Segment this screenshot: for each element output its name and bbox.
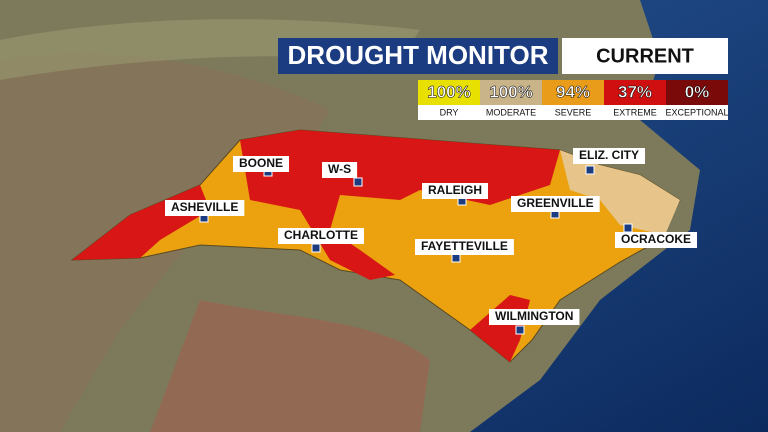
- period-box: [562, 38, 728, 74]
- city-label: GREENVILLE: [517, 196, 594, 210]
- legend-label: SEVERE: [555, 107, 592, 117]
- city-label-box: [573, 148, 645, 164]
- legend-value: 100%: [427, 82, 470, 101]
- city-label-box: [422, 183, 488, 199]
- legend-swatch: [480, 80, 542, 105]
- legend-value: 94%: [556, 82, 590, 101]
- neighbor-dry: [0, 19, 420, 81]
- legend-value: 100%: [489, 82, 532, 101]
- city-label: ASHEVILLE: [171, 200, 238, 214]
- legend-swatch: [542, 80, 604, 105]
- city-label: WILMINGTON: [495, 309, 573, 323]
- title-box: [278, 38, 558, 74]
- city-label: ELIZ. CITY: [579, 148, 639, 162]
- city-label: BOONE: [239, 156, 283, 170]
- sc-drought: [150, 300, 430, 432]
- city-marker: [623, 223, 633, 233]
- city-label-box: [511, 196, 600, 212]
- legend-label: DRY: [440, 107, 459, 117]
- city-marker: [311, 243, 321, 253]
- legend-label-strip: [418, 105, 728, 120]
- city-marker: [451, 253, 461, 263]
- legend-swatch: [418, 80, 480, 105]
- legend-label: EXTREME: [613, 107, 657, 117]
- title: DROUGHT MONITOR: [288, 40, 549, 70]
- city-marker: [585, 165, 595, 175]
- city-label: W-S: [328, 162, 351, 176]
- legend-label: EXCEPTIONAL: [665, 107, 728, 117]
- city-label-box: [278, 228, 364, 244]
- city-marker: [353, 177, 363, 187]
- city-label-box: [322, 162, 358, 178]
- legend-label: MODERATE: [486, 107, 536, 117]
- city-label-box: [415, 239, 514, 255]
- city-marker: [515, 325, 525, 335]
- legend-value: 0%: [685, 82, 710, 101]
- city-label: RALEIGH: [428, 183, 482, 197]
- period: CURRENT: [596, 45, 694, 67]
- city-label: OCRACOKE: [621, 232, 691, 246]
- city-label-box: [489, 309, 580, 325]
- legend-value: 37%: [618, 82, 652, 101]
- legend-swatch: [604, 80, 666, 105]
- legend-swatch: [666, 80, 728, 105]
- city-label: CHARLOTTE: [284, 228, 358, 242]
- city-label: FAYETTEVILLE: [421, 239, 508, 253]
- city-label-box: [165, 200, 245, 216]
- city-label-box: [615, 232, 698, 248]
- city-label-box: [233, 156, 290, 172]
